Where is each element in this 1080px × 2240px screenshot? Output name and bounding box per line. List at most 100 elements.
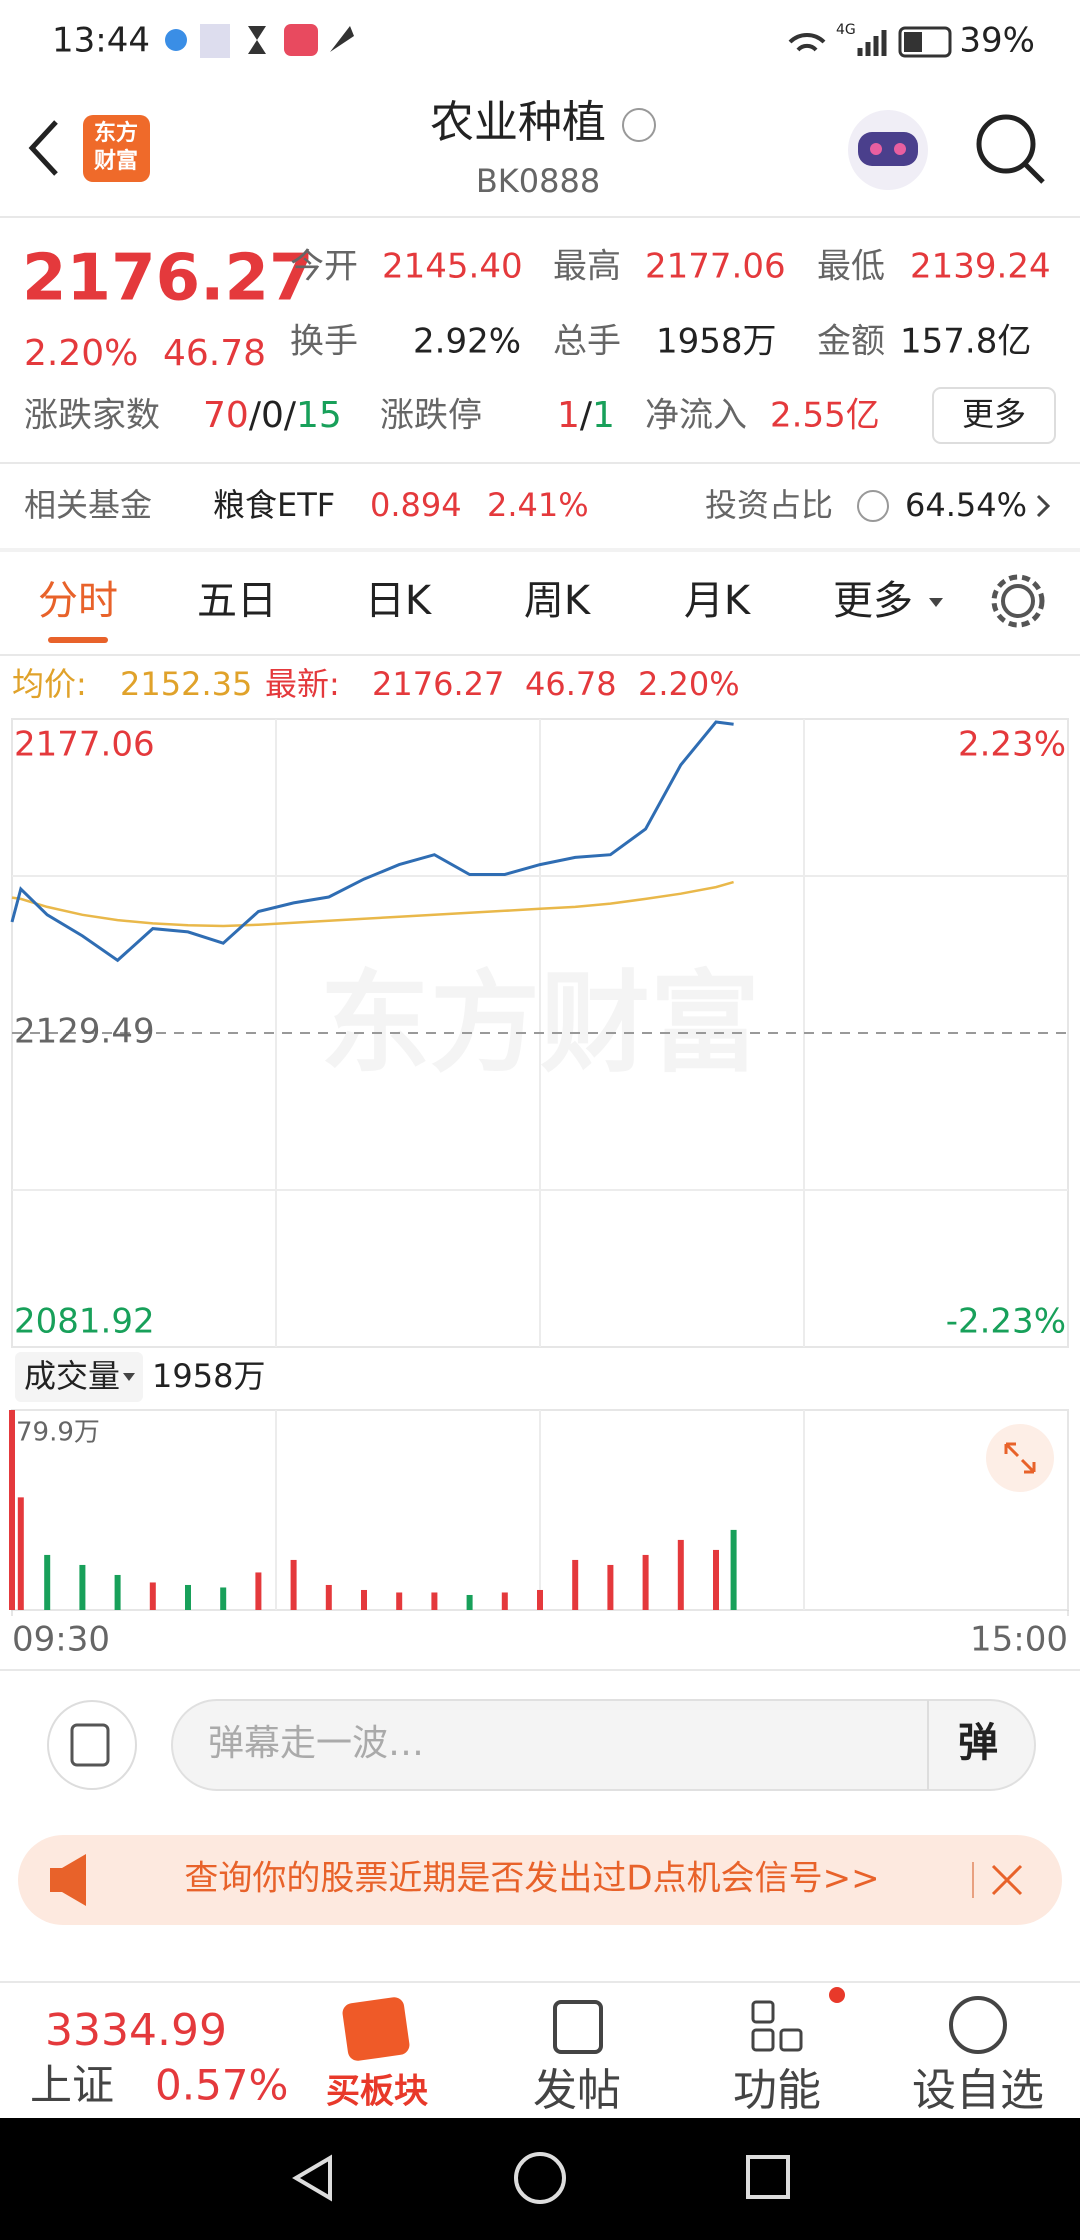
status-icon <box>248 26 266 54</box>
comment-input[interactable] <box>171 1699 1036 1791</box>
limit-label: 涨跌停 <box>380 396 482 436</box>
fund-price: 0.894 <box>370 486 462 524</box>
expand-button[interactable] <box>986 1424 1054 1492</box>
promo-banner[interactable] <box>18 1835 1062 1925</box>
volume-bar <box>185 1584 191 1610</box>
separator: / <box>284 395 297 436</box>
y-tick-label: 79.9万 <box>16 1418 100 1448</box>
tab-active[interactable]: 分时 <box>38 578 118 624</box>
price-line <box>10 720 734 963</box>
volume-bar <box>730 1529 737 1610</box>
divider <box>0 548 1080 552</box>
tab[interactable]: 周K <box>524 578 592 624</box>
ratio-label: 投资占比 <box>705 486 833 524</box>
nav-item[interactable]: 买板块 <box>326 2072 428 2112</box>
danmu-toggle[interactable]: 弹 <box>958 1720 998 1766</box>
volume-bar <box>325 1584 332 1610</box>
flat-count: 0 <box>261 395 284 436</box>
volume-bar <box>220 1587 227 1610</box>
status-icon <box>330 26 354 52</box>
y2-tick-label: -2.23% <box>946 1302 1066 1342</box>
banner-close[interactable] <box>991 1864 1023 1896</box>
y-tick-label: 2177.06 <box>14 725 155 765</box>
assistant-eye <box>894 143 906 155</box>
fund-change: 2.41% <box>487 486 589 524</box>
dropdown-arrow <box>929 598 943 607</box>
volume-bar <box>9 1410 15 1610</box>
megaphone-icon <box>50 1854 86 1906</box>
change-value: 46.78 <box>163 333 266 374</box>
inflow-label: 净流入 <box>645 396 747 436</box>
function-icon <box>751 2000 775 2024</box>
notification-dot <box>829 1987 845 2003</box>
tab[interactable]: 五日 <box>197 578 277 624</box>
index-value[interactable]: 3334.99 <box>45 2005 227 2056</box>
ratio-value: 64.54% <box>905 486 1027 524</box>
battery-level <box>904 32 922 52</box>
tab-indicator <box>48 637 108 643</box>
stat-label: 总手 <box>553 322 621 362</box>
function-icon <box>779 2028 803 2052</box>
breadth-values: 70/0/15 <box>203 395 342 436</box>
x-tick-label: 15:00 <box>970 1620 1068 1660</box>
volume-bar <box>537 1589 543 1610</box>
volume-bar <box>290 1559 297 1610</box>
volume-bar <box>79 1564 86 1610</box>
limit-down: 1 <box>592 395 615 436</box>
y-tick-label: 2129.49 <box>14 1012 155 1052</box>
volume-bar <box>607 1564 614 1610</box>
nav-item[interactable]: 功能 <box>733 2065 821 2116</box>
volume-selector[interactable] <box>15 1352 143 1402</box>
nav-home[interactable] <box>514 2152 566 2204</box>
stat-value: 1958万 <box>656 322 777 362</box>
stat-value: 2145.40 <box>382 247 523 287</box>
tab[interactable]: 月K <box>684 578 752 624</box>
help-icon[interactable] <box>857 490 889 522</box>
status-time: 13:44 <box>52 21 150 61</box>
volume-bar <box>17 1497 24 1610</box>
tab[interactable]: 日K <box>365 578 433 624</box>
index-name: 上证 <box>30 2061 114 2110</box>
latest-value: 2176.27 <box>372 665 504 703</box>
info-icon[interactable] <box>622 108 656 142</box>
x-tick-label: 09:30 <box>12 1620 110 1660</box>
tab[interactable]: 更多 <box>833 578 913 624</box>
volume-bar <box>572 1559 579 1610</box>
search-button[interactable] <box>976 114 1036 174</box>
volume-bar <box>396 1592 403 1610</box>
assistant-eye <box>870 143 882 155</box>
nav-back[interactable] <box>292 2154 332 2202</box>
back-button[interactable] <box>28 120 58 176</box>
volume-bar <box>501 1592 508 1610</box>
nav-item[interactable]: 设自选 <box>912 2065 1044 2116</box>
nav-item[interactable]: 发帖 <box>533 2065 621 2116</box>
watchlist-icon <box>949 1996 1007 2054</box>
function-icon <box>751 2028 775 2052</box>
latest-label: 最新: <box>265 665 340 703</box>
volume-bar <box>44 1554 51 1610</box>
stat-label: 最低 <box>817 247 885 287</box>
volume-total: 1958万 <box>152 1357 265 1395</box>
wifi-icon <box>788 32 826 52</box>
comment-list-button[interactable] <box>47 1700 137 1790</box>
settings-button[interactable] <box>1001 584 1035 618</box>
sector-code: BK0888 <box>476 162 600 200</box>
stat-label: 换手 <box>290 322 358 362</box>
stat-label: 今开 <box>290 247 358 287</box>
app-logo-text: 财富 <box>94 148 138 174</box>
avg-label: 均价: <box>12 665 87 703</box>
more-button[interactable] <box>932 387 1056 444</box>
expand-icon <box>1004 1442 1036 1474</box>
app-logo-text: 东方 <box>94 120 138 146</box>
volume-bar <box>361 1589 367 1610</box>
nav-recents[interactable] <box>746 2155 790 2199</box>
fund-name[interactable]: 粮食ETF <box>213 486 335 524</box>
avg-value: 2152.35 <box>120 665 252 703</box>
buy-sector-icon <box>342 1997 410 2061</box>
volume-bar <box>677 1539 684 1610</box>
network-type: 4G <box>836 22 856 38</box>
search-handle <box>1023 162 1045 184</box>
app-logo[interactable] <box>83 115 150 182</box>
volume-bar <box>713 1549 719 1610</box>
breadth-label: 涨跌家数 <box>24 396 160 436</box>
